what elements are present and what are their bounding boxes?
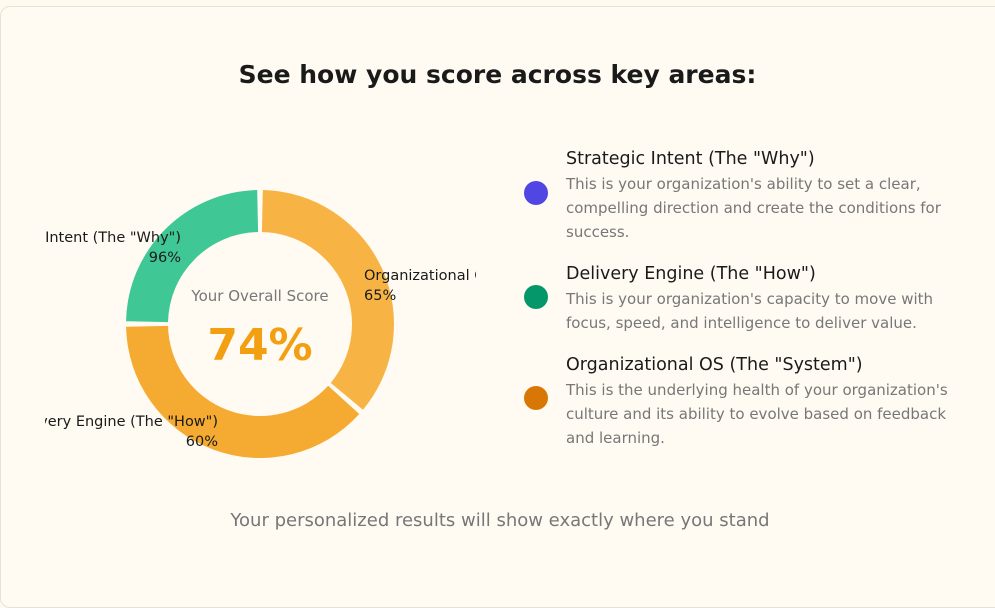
legend-item-organizational: Organizational OS (The "System") This is… (524, 352, 964, 450)
slice-value-delivery: 60% (186, 434, 218, 450)
legend-item-delivery: Delivery Engine (The "How") This is your… (524, 261, 964, 335)
legend-title: Delivery Engine (The "How") (566, 264, 816, 284)
legend-desc: This is your organization's ability to s… (566, 175, 941, 241)
slice-value-strategic: 96% (149, 250, 181, 266)
donut-svg: Your Overall Score 74% Organizational OS… (45, 190, 476, 459)
score-donut-chart: Your Overall Score 74% Organizational OS… (45, 180, 476, 470)
section-title: See how you score across key areas: (238, 60, 757, 89)
legend-dot-icon (524, 285, 548, 309)
slice-label-strategic: Strategic Intent (The "Why") (45, 230, 181, 246)
legend-dot-icon (524, 181, 548, 205)
legend-title: Organizational OS (The "System") (566, 355, 863, 375)
legend-desc: This is the underlying health of your or… (566, 381, 948, 447)
legend-title: Strategic Intent (The "Why") (566, 149, 815, 169)
legend-desc: This is your organization's capacity to … (566, 290, 934, 332)
legend-dot-icon (524, 386, 548, 410)
slice-delivery (126, 325, 360, 459)
legend: Strategic Intent (The "Why") This is you… (524, 146, 964, 467)
slice-label-delivery: Delivery Engine (The "How") (45, 414, 218, 430)
slice-value-organizational: 65% (364, 288, 396, 304)
slice-label-organizational: Organizational OS (The "System") (364, 268, 476, 284)
center-value: 74% (207, 320, 312, 371)
legend-item-strategic: Strategic Intent (The "Why") This is you… (524, 146, 964, 244)
slice-organizational (261, 190, 394, 410)
slice-strategic (126, 190, 259, 323)
center-label: Your Overall Score (190, 287, 328, 305)
footer-note: Your personalized results will show exac… (230, 510, 770, 531)
